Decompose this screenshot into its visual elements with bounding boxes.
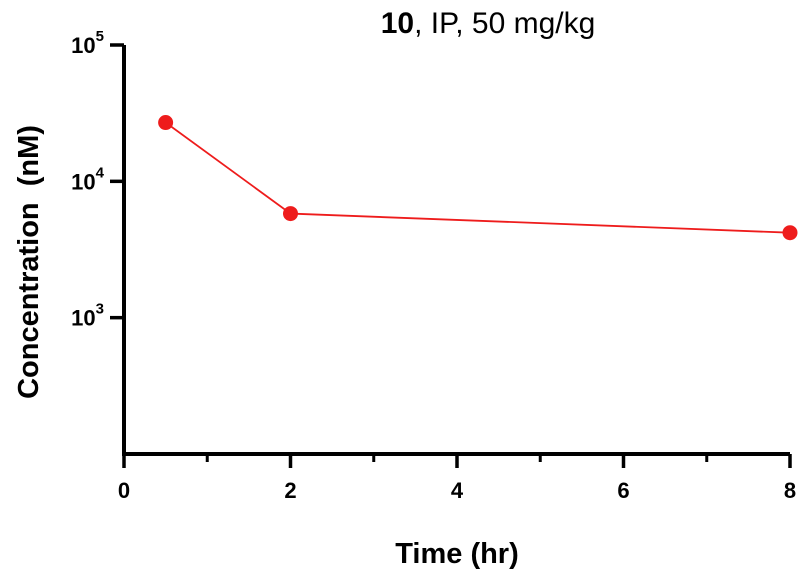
x-tick-label: 6: [617, 478, 629, 503]
chart-title: 10, IP, 50 mg/kg: [381, 7, 596, 40]
y-tick-base: 10: [71, 169, 95, 194]
data-point: [782, 225, 798, 241]
chart-title-compound: 10: [381, 7, 414, 40]
x-tick-label: 8: [784, 478, 796, 503]
y-tick-exponent: 3: [96, 301, 104, 318]
y-axis-label: Concentration (nM): [13, 125, 45, 399]
y-tick-label: 104: [71, 164, 104, 194]
x-tick-label: 0: [118, 478, 130, 503]
x-tick-label: 2: [284, 478, 296, 503]
x-axis-label: Time (hr): [395, 538, 519, 570]
data-point: [158, 115, 174, 131]
y-tick-base: 10: [71, 33, 95, 58]
data-point: [283, 206, 298, 222]
x-tick-label: 4: [451, 478, 464, 503]
chart-title-rest: , IP, 50 mg/kg: [414, 7, 595, 40]
y-tick-label: 105: [71, 28, 104, 58]
y-tick-label: 103: [71, 301, 104, 331]
y-tick-exponent: 4: [96, 164, 105, 181]
y-tick-base: 10: [71, 306, 95, 331]
series-line: [165, 121, 791, 234]
y-tick-exponent: 5: [96, 28, 104, 45]
series-layer: [158, 115, 798, 241]
